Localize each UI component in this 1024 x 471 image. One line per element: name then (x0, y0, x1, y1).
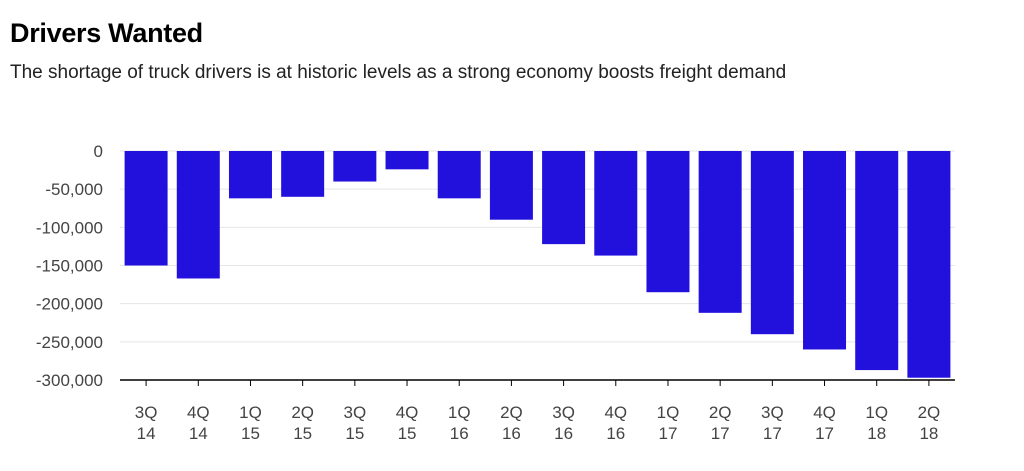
bar (646, 151, 690, 293)
x-tick-label: 3Q 15 (344, 403, 367, 443)
bar (333, 151, 377, 182)
x-tick-label: 4Q 16 (604, 403, 627, 443)
y-tick-label: -300,000 (36, 371, 103, 390)
bar (855, 151, 899, 371)
bar (907, 151, 951, 378)
x-tick-label: 3Q 17 (761, 403, 784, 443)
bar (228, 151, 272, 199)
bars (124, 151, 951, 378)
y-tick-label: 0 (94, 142, 103, 161)
x-tick-label: 4Q 14 (187, 403, 210, 443)
bar (124, 151, 168, 266)
y-axis-tick-labels: 0 -50,000 -100,000 -150,000 -200,000 -250,000… (36, 142, 103, 390)
bar (698, 151, 742, 313)
x-tick-label: 4Q 15 (396, 403, 419, 443)
x-tick-label: 1Q 15 (239, 403, 262, 443)
x-tick-label: 2Q 18 (918, 403, 941, 443)
bar (489, 151, 533, 220)
x-tick-label: 2Q 17 (709, 403, 732, 443)
x-tick-label: 2Q 15 (291, 403, 314, 443)
bar (176, 151, 220, 279)
bar (437, 151, 481, 199)
x-tick-label: 3Q 14 (135, 403, 158, 443)
x-tick-label: 3Q 16 (552, 403, 575, 443)
y-tick-label: -250,000 (36, 333, 103, 352)
y-tick-label: -200,000 (36, 295, 103, 314)
bar (385, 151, 429, 170)
x-tick-label: 2Q 16 (500, 403, 523, 443)
x-tick-label: 1Q 18 (865, 403, 888, 443)
bar (542, 151, 586, 245)
chart-title: Drivers Wanted (10, 18, 203, 48)
bar (281, 151, 325, 197)
x-tick-label: 1Q 17 (657, 403, 680, 443)
x-axis (120, 379, 955, 386)
bar (594, 151, 638, 256)
chart-subtitle: The shortage of truck drivers is at hist… (10, 62, 787, 83)
y-tick-label: -100,000 (36, 218, 103, 237)
x-axis-tick-labels: 3Q 14 4Q 14 1Q 15 2Q 15 3Q 15 4Q 15 1Q 16 2Q 16 3Q 16 4Q 16… (135, 403, 941, 443)
x-tick-label: 1Q 16 (448, 403, 471, 443)
x-tick-label: 4Q 17 (813, 403, 836, 443)
bar (750, 151, 794, 335)
y-tick-label: -50,000 (45, 180, 103, 199)
y-tick-label: -150,000 (36, 257, 103, 276)
bar (803, 151, 847, 350)
